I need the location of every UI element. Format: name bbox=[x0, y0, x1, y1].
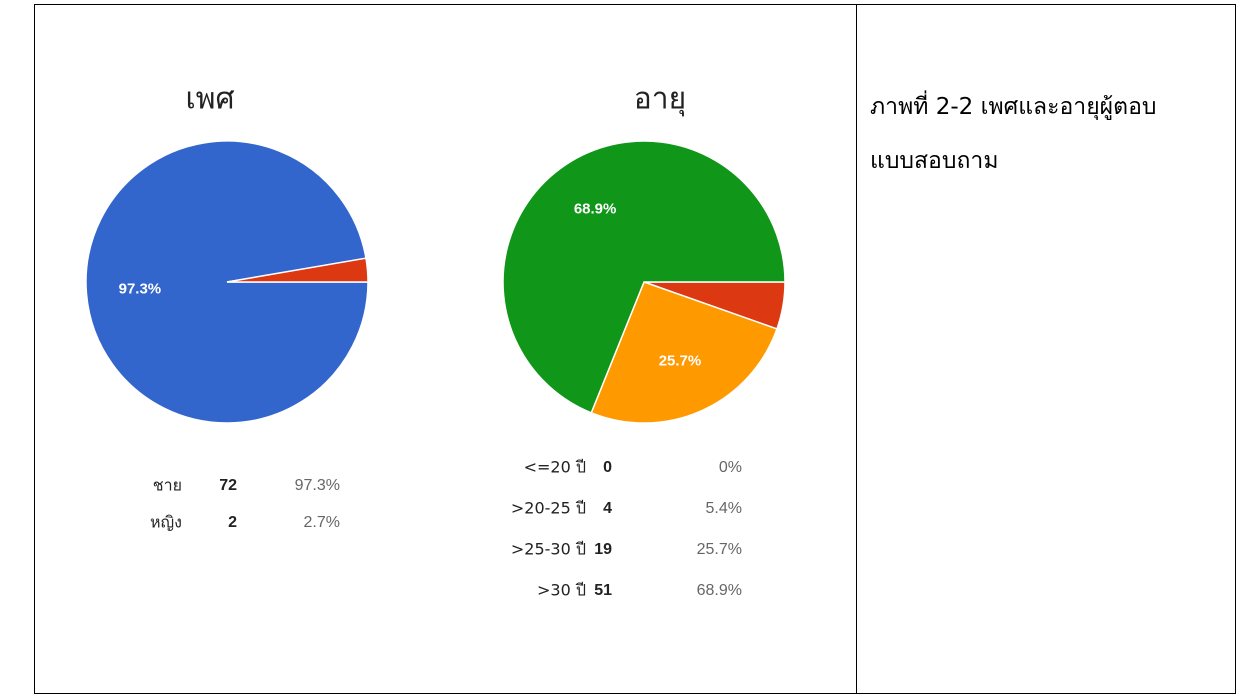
slice-label: 97.3% bbox=[119, 280, 162, 297]
legend-percent: 2.7% bbox=[304, 514, 340, 531]
pie-slice bbox=[502, 140, 786, 414]
slice-label: 25.7% bbox=[659, 353, 702, 370]
pie-slice bbox=[226, 257, 369, 283]
legend-count: 51 bbox=[594, 582, 612, 599]
legend-name: >25-30 ปี bbox=[511, 540, 586, 559]
legend-percent: 5.4% bbox=[706, 500, 742, 517]
legend-count: 72 bbox=[219, 477, 237, 494]
legend-name: >30 ปี bbox=[537, 581, 586, 600]
legend-name: <=20 ปี bbox=[524, 458, 586, 477]
caption: ภาพที่ 2-2 เพศและอายุผู้ตอบแบบสอบถาม bbox=[870, 94, 1157, 174]
legend-name: >20-25 ปี bbox=[511, 499, 586, 518]
pie-slice bbox=[590, 281, 778, 424]
legend-percent: 25.7% bbox=[697, 541, 742, 558]
legend-count: 2 bbox=[228, 514, 237, 531]
legend-count: 0 bbox=[603, 459, 612, 476]
charts: เพศ 97.3% ชาย 72 97.3% หญิง 2 2.7% อายุ <=20 ปี 0 0… bbox=[85, 82, 786, 600]
chart-title: เพศ bbox=[185, 82, 234, 117]
slice-label: 68.9% bbox=[574, 201, 617, 218]
legend-percent: 0% bbox=[719, 459, 742, 476]
table-divider bbox=[856, 4, 857, 694]
legend-count: 4 bbox=[603, 500, 612, 517]
legend-name: หญิง bbox=[150, 513, 182, 532]
legend-count: 19 bbox=[594, 541, 612, 558]
legend-percent: 68.9% bbox=[697, 582, 742, 599]
legend-percent: 97.3% bbox=[295, 477, 340, 494]
chart-title: อายุ bbox=[634, 82, 686, 118]
legend-name: ชาย bbox=[153, 476, 182, 495]
